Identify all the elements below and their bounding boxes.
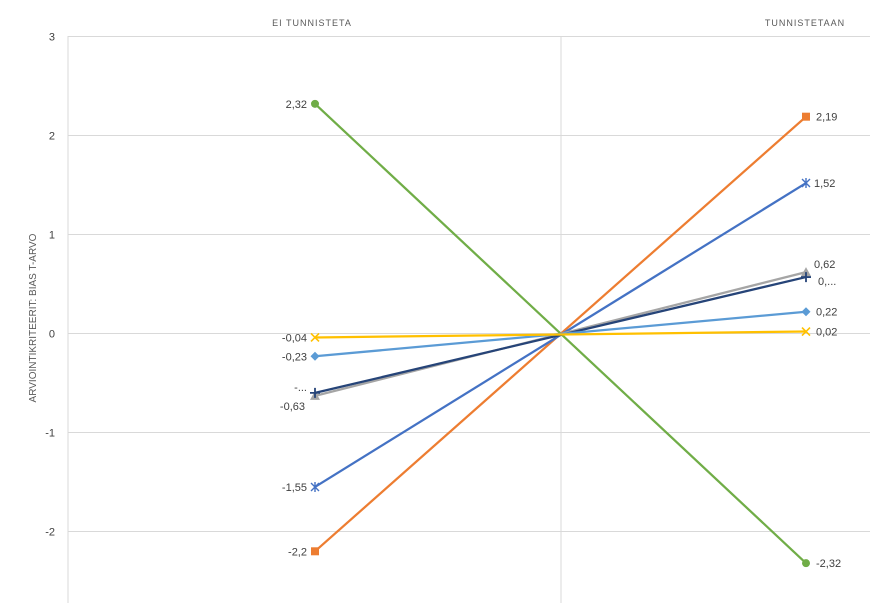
data-label-left: -0,04 xyxy=(282,332,307,344)
y-tick-label: -1 xyxy=(45,428,55,440)
data-label-right: 1,52 xyxy=(814,178,835,190)
marker-triangle xyxy=(801,267,811,277)
y-tick-label: 3 xyxy=(49,32,55,44)
data-label-left: -1,55 xyxy=(282,482,307,494)
data-label-left: -0,23 xyxy=(282,351,307,363)
category-label-right: TUNNISTETAAN xyxy=(765,18,845,28)
data-label-right: 2,19 xyxy=(816,112,837,124)
data-label-left: -2,2 xyxy=(288,546,307,558)
data-label-right: -2,32 xyxy=(816,558,841,570)
y-tick-label: 1 xyxy=(49,230,55,242)
grid-lines xyxy=(67,36,870,603)
series-group xyxy=(310,99,811,568)
data-label-right: 0,22 xyxy=(816,307,837,319)
data-label-left: 2,32 xyxy=(286,99,307,111)
marker-circle xyxy=(802,559,810,568)
marker-diamond xyxy=(310,351,320,361)
marker-plus xyxy=(310,387,320,398)
marker-x xyxy=(310,332,320,343)
data-label-left: -0,63 xyxy=(280,401,305,413)
series-line xyxy=(314,330,807,339)
marker-square xyxy=(311,547,319,556)
marker-star xyxy=(310,481,320,492)
y-tick-label: 0 xyxy=(49,329,55,341)
data-labels: 2,32 -2,32 -2,2 2,19 -1,55 1,52 -0,63 0,62 -... 0… xyxy=(280,99,841,570)
category-label-left: EI TUNNISTETA xyxy=(272,18,352,28)
y-tick-labels: 3 2 1 0 -1 -2 xyxy=(45,32,55,539)
marker-square xyxy=(802,112,810,121)
data-label-left: -... xyxy=(294,382,307,394)
y-tick-label: -2 xyxy=(45,527,55,539)
data-label-right: 0,02 xyxy=(816,327,837,339)
y-tick-label: 2 xyxy=(49,131,55,143)
data-label-right: 0,62 xyxy=(814,259,835,271)
marker-star xyxy=(801,178,811,189)
marker-plus xyxy=(801,272,811,283)
marker-circle xyxy=(311,99,319,108)
marker-diamond xyxy=(801,307,811,317)
y-axis-title: ARVIOINTIKRITEERIT: BIAS T-ARVO xyxy=(28,233,39,402)
data-label-right: 0,... xyxy=(818,276,836,288)
marker-x xyxy=(801,326,811,337)
